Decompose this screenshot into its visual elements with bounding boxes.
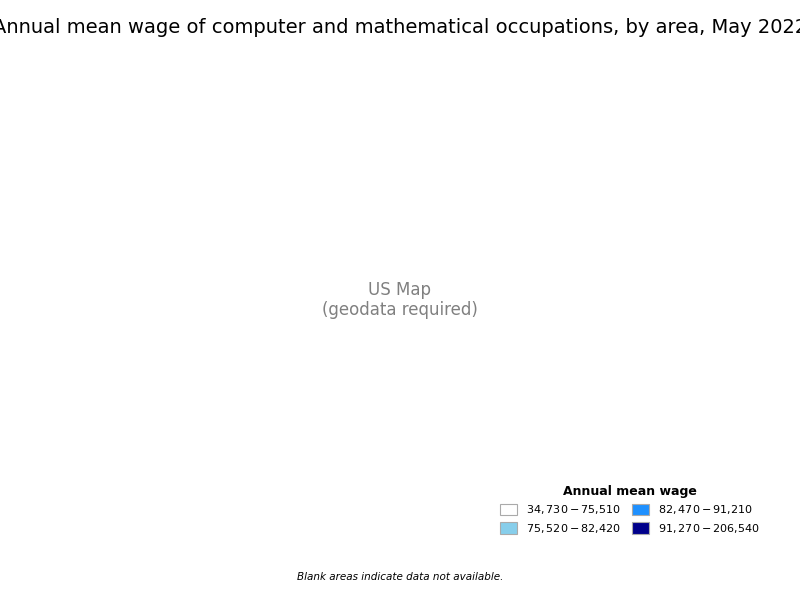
Text: Annual mean wage of computer and mathematical occupations, by area, May 2022: Annual mean wage of computer and mathema…: [0, 18, 800, 37]
Legend: $34,730 - $75,510, $75,520 - $82,420, $82,470 - $91,210, $91,270 - $206,540: $34,730 - $75,510, $75,520 - $82,420, $8…: [496, 480, 764, 539]
Text: US Map
(geodata required): US Map (geodata required): [322, 281, 478, 319]
Text: Blank areas indicate data not available.: Blank areas indicate data not available.: [297, 572, 503, 582]
